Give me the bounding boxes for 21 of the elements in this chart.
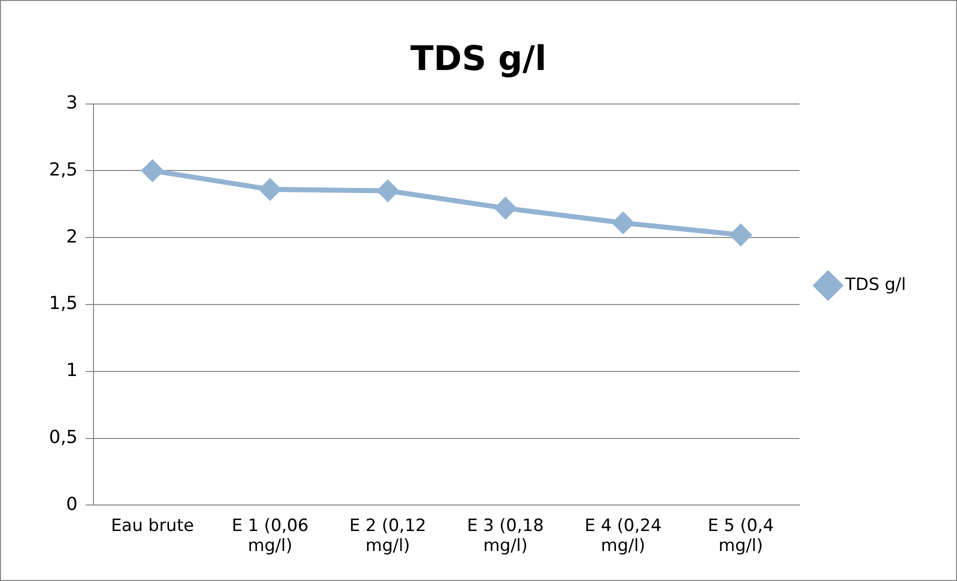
y-tick-label: 2,5: [48, 159, 78, 180]
y-tick-label: 0,5: [48, 426, 78, 448]
point: [494, 198, 516, 219]
x-tick-label: E 1 (0,06 mg/l): [232, 516, 309, 556]
point: [730, 224, 752, 246]
y-tick-label: 1,5: [48, 293, 78, 314]
point: [612, 212, 634, 234]
x-tick-label: E 4 (0,24 mg/l): [584, 516, 662, 556]
x-tick-label: E 3 (0,18 mg/l): [467, 516, 544, 556]
point: [260, 178, 281, 200]
point: [377, 180, 398, 202]
y-tick-label: 0: [66, 494, 78, 515]
chart-title: TDS g/l: [410, 39, 547, 80]
y-tick-label: 2: [66, 226, 78, 248]
y-tick-label: 3: [66, 92, 78, 114]
y-tick-label: 1: [66, 360, 78, 382]
x-tick-label: E 5 (0,4 mg/l): [708, 516, 774, 556]
legend-label: TDS g/l: [844, 274, 906, 295]
x-tick-label: Eau brute: [110, 516, 194, 536]
x-tick-label: E 2 (0,12 mg/l): [349, 516, 426, 556]
point: [142, 160, 163, 182]
